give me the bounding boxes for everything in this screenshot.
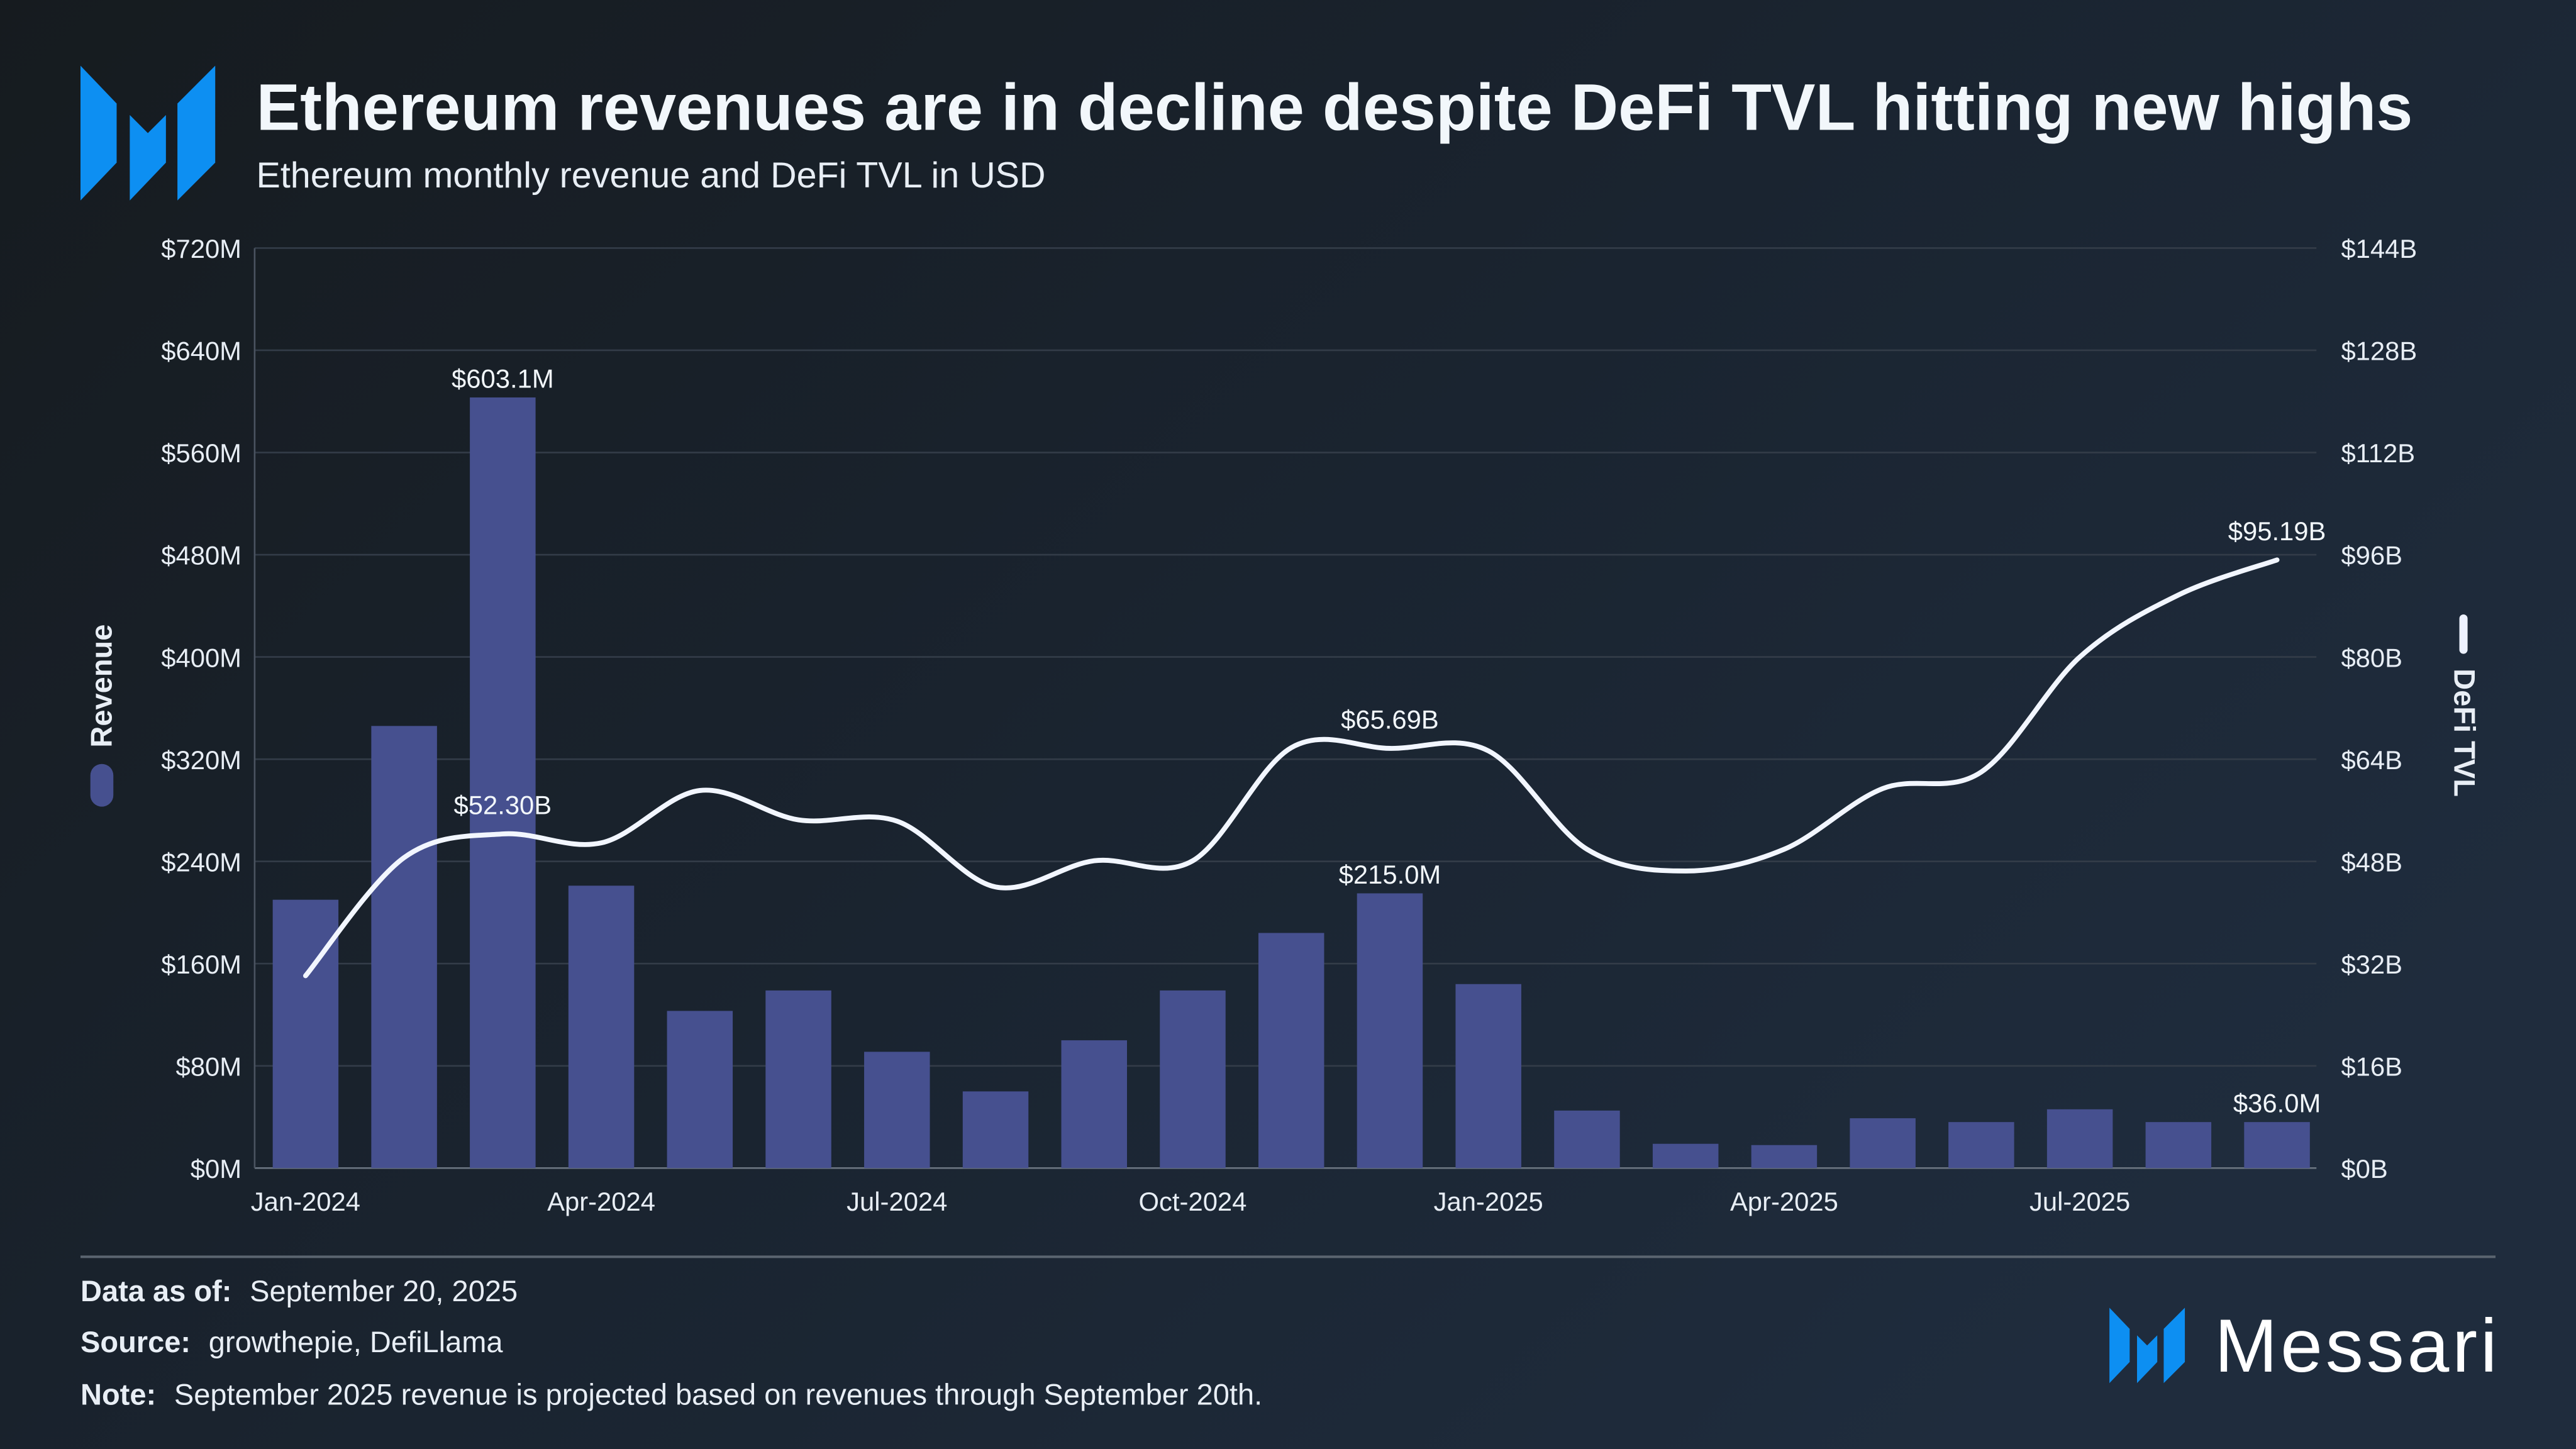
revenue-bar <box>1652 1143 1719 1169</box>
revenue-bar <box>1258 933 1324 1169</box>
y-right-tick-label: $0B <box>2341 1154 2387 1184</box>
legend-defi-tvl-label: DeFi TVL <box>2448 669 2482 797</box>
y-left-tick-label: $0M <box>191 1154 242 1184</box>
y-left-tick-label: $320M <box>161 745 242 775</box>
x-tick-label: Jan-2024 <box>251 1187 360 1216</box>
y-left-tick-label: $720M <box>161 234 242 264</box>
y-right-tick-label: $128B <box>2341 336 2417 366</box>
data-as-of-label: Data as of: <box>80 1274 231 1307</box>
revenue-bar <box>1455 984 1521 1169</box>
y-left-tick-label: $400M <box>161 643 242 672</box>
tvl-data-label: $52.30B <box>454 791 552 820</box>
y-left-tick-label: $480M <box>161 541 242 570</box>
revenue-data-label: $215.0M <box>1339 860 1441 889</box>
legend-defi-tvl-swatch <box>2459 614 2468 654</box>
revenue-bar <box>1357 893 1423 1169</box>
revenue-data-label: $36.0M <box>2233 1088 2321 1118</box>
left-axis: $0M $80M $160M $240M $320M $400M $480M $560M $64… <box>161 234 242 1184</box>
revenue-bar <box>2145 1122 2212 1169</box>
revenue-bar <box>272 899 339 1169</box>
legend-revenue-swatch <box>90 763 114 807</box>
revenue-bar <box>470 397 536 1169</box>
y-right-tick-label: $96B <box>2341 541 2402 570</box>
revenue-bar <box>371 726 437 1169</box>
note-label: Note: <box>80 1377 156 1411</box>
y-left-tick-label: $560M <box>161 438 242 468</box>
defi-tvl-line <box>303 557 2280 979</box>
y-right-tick-label: $32B <box>2341 950 2402 979</box>
chart-subtitle: Ethereum monthly revenue and DeFi TVL in… <box>257 155 1046 196</box>
x-tick-label: Apr-2024 <box>547 1187 655 1216</box>
x-tick-label: Oct-2024 <box>1139 1187 1247 1216</box>
revenue-bars <box>272 397 2310 1169</box>
y-right-tick-label: $48B <box>2341 847 2402 877</box>
revenue-bar <box>667 1011 733 1169</box>
revenue-bar <box>2244 1122 2310 1169</box>
revenue-bar <box>2046 1109 2113 1169</box>
y-left-tick-label: $240M <box>161 847 242 877</box>
tvl-data-label: $95.19B <box>2228 516 2326 546</box>
revenue-bar <box>864 1052 930 1169</box>
y-right-tick-label: $112B <box>2341 438 2415 468</box>
y-right-tick-label: $144B <box>2341 234 2417 264</box>
revenue-bar <box>1061 1040 1127 1169</box>
y-left-tick-label: $80M <box>175 1052 242 1081</box>
revenue-data-label: $603.1M <box>452 364 554 393</box>
x-tick-label: Jul-2025 <box>2029 1187 2130 1216</box>
y-right-tick-label: $16B <box>2341 1052 2402 1081</box>
footer-source: Source: growthepie, DefiLlama <box>80 1325 503 1358</box>
revenue-bar <box>1554 1110 1620 1169</box>
x-axis: Jan-2024 Apr-2024 Jul-2024 Oct-2024 Jan-2025… <box>251 1187 2130 1216</box>
footer-data-as-of: Data as of: September 20, 2025 <box>80 1274 518 1307</box>
note-value: September 2025 revenue is projected base… <box>174 1377 1262 1411</box>
footer-note: Note: September 2025 revenue is projecte… <box>80 1377 1262 1411</box>
y-left-tick-label: $160M <box>161 950 242 979</box>
chart-title: Ethereum revenues are in decline despite… <box>257 70 2413 144</box>
legend-revenue-label: Revenue <box>85 625 118 748</box>
y-left-tick-label: $640M <box>161 336 242 366</box>
revenue-bar <box>765 990 831 1169</box>
header-logo-icon <box>80 65 216 201</box>
data-as-of-value: September 20, 2025 <box>250 1274 518 1307</box>
x-tick-label: Jan-2025 <box>1434 1187 1543 1216</box>
revenue-bar <box>1160 990 1226 1169</box>
y-right-tick-label: $64B <box>2341 745 2402 775</box>
revenue-bar <box>568 886 635 1169</box>
data-labels: $603.1M $215.0M $36.0M $52.30B $65.69B $95.19… <box>452 364 2326 1118</box>
source-label: Source: <box>80 1325 191 1358</box>
revenue-bar <box>962 1091 1029 1169</box>
x-tick-label: Jul-2024 <box>847 1187 947 1216</box>
source-value: growthepie, DefiLlama <box>209 1325 504 1358</box>
revenue-bar <box>1751 1145 1818 1169</box>
legend-defi-tvl[interactable]: DeFi TVL <box>2448 614 2482 797</box>
y-right-tick-label: $80B <box>2341 643 2402 672</box>
messari-wordmark: Messari <box>2214 1304 2497 1388</box>
messari-logo-icon <box>2109 1307 2185 1384</box>
tvl-data-label: $65.69B <box>1341 705 1439 735</box>
revenue-bar <box>1948 1122 2014 1169</box>
x-tick-label: Apr-2025 <box>1730 1187 1838 1216</box>
right-axis: $0B $16B $32B $48B $64B $80B $96B $112B $128B $14… <box>2341 234 2417 1184</box>
legend-revenue[interactable]: Revenue <box>85 625 118 807</box>
revenue-bar <box>1850 1118 1916 1169</box>
